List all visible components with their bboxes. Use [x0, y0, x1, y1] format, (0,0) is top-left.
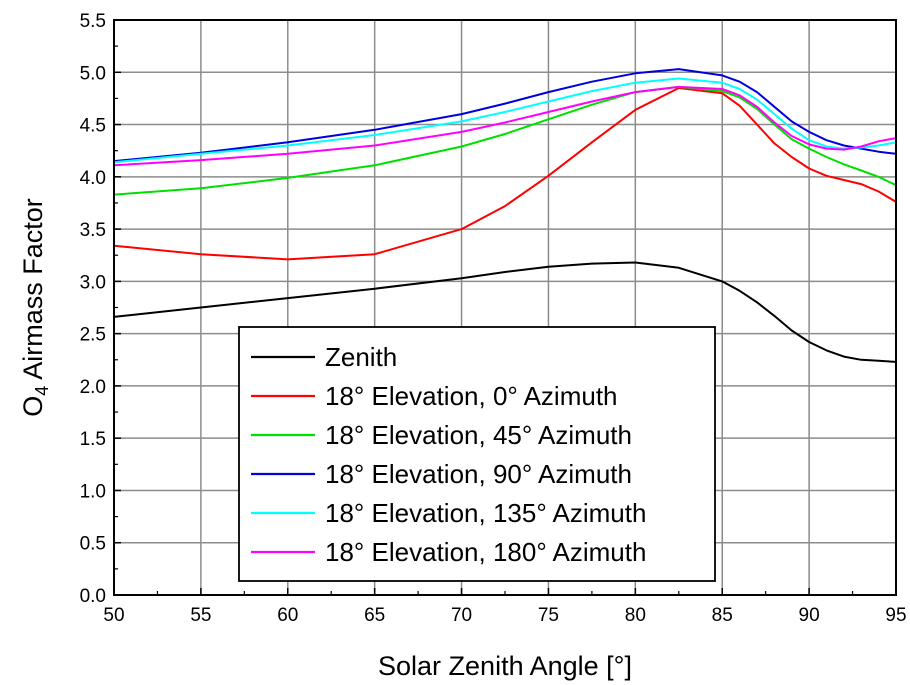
- series-line-0: [113, 261, 897, 363]
- legend-label-4: 18° Elevation, 135° Azimuth: [325, 498, 646, 528]
- legend-label-3: 18° Elevation, 90° Azimuth: [325, 459, 632, 489]
- y-tick-label: 5.5: [80, 11, 106, 32]
- legend-label-5: 18° Elevation, 180° Azimuth: [325, 537, 646, 567]
- y-axis-title-rest: Airmass Factor: [18, 198, 48, 386]
- legend-box: [238, 326, 716, 582]
- x-tick-label: 90: [799, 605, 820, 626]
- y-tick-label: 5.0: [80, 63, 106, 84]
- y-tick-label: 1.0: [80, 481, 106, 502]
- y-tick-label: 3.0: [80, 272, 106, 293]
- y-tick-label: 0.5: [80, 534, 106, 555]
- y-axis-title-main: O: [18, 396, 48, 417]
- series-line-2: [113, 85, 897, 196]
- series-line-5: [113, 85, 897, 167]
- x-tick-label: 65: [364, 605, 385, 626]
- x-axis-title: Solar Zenith Angle [°]: [378, 651, 632, 681]
- x-tick-label: 75: [538, 605, 559, 626]
- y-axis-title: O4 Airmass Factor: [18, 198, 52, 417]
- y-tick-label: 2.0: [80, 377, 106, 398]
- series-line-1: [113, 87, 897, 261]
- x-tick-label: 80: [625, 605, 646, 626]
- y-tick-label: 2.5: [80, 325, 106, 346]
- series-lines: [113, 68, 897, 363]
- series-line-4: [113, 77, 897, 164]
- series-line-3: [113, 68, 897, 163]
- x-tick-label: 95: [885, 605, 906, 626]
- x-tick-label: 85: [712, 605, 733, 626]
- y-tick-label: 1.5: [80, 429, 106, 450]
- legend-label-2: 18° Elevation, 45° Azimuth: [325, 420, 632, 450]
- y-tick-label: 4.0: [80, 168, 106, 189]
- y-axis-title-subscript: 4: [32, 386, 52, 396]
- y-tick-label: 4.5: [80, 116, 106, 137]
- x-tick-label: 70: [451, 605, 472, 626]
- legend-label-1: 18° Elevation, 0° Azimuth: [325, 381, 618, 411]
- axis-ticks: 50 55 60 65 70 75 80 85 90 95 0.0 0.5 1.0 1.5 2.0 2.5 3.…: [80, 11, 907, 626]
- x-tick-label: 50: [103, 605, 124, 626]
- x-tick-label: 60: [277, 605, 298, 626]
- legend: Zenith 18° Elevation, 0° Azimuth 18° Eleva…: [238, 326, 716, 582]
- y-tick-label: 3.5: [80, 220, 106, 241]
- legend-label-0: Zenith: [325, 342, 397, 372]
- x-tick-label: 55: [190, 605, 211, 626]
- y-tick-label: 0.0: [80, 586, 106, 607]
